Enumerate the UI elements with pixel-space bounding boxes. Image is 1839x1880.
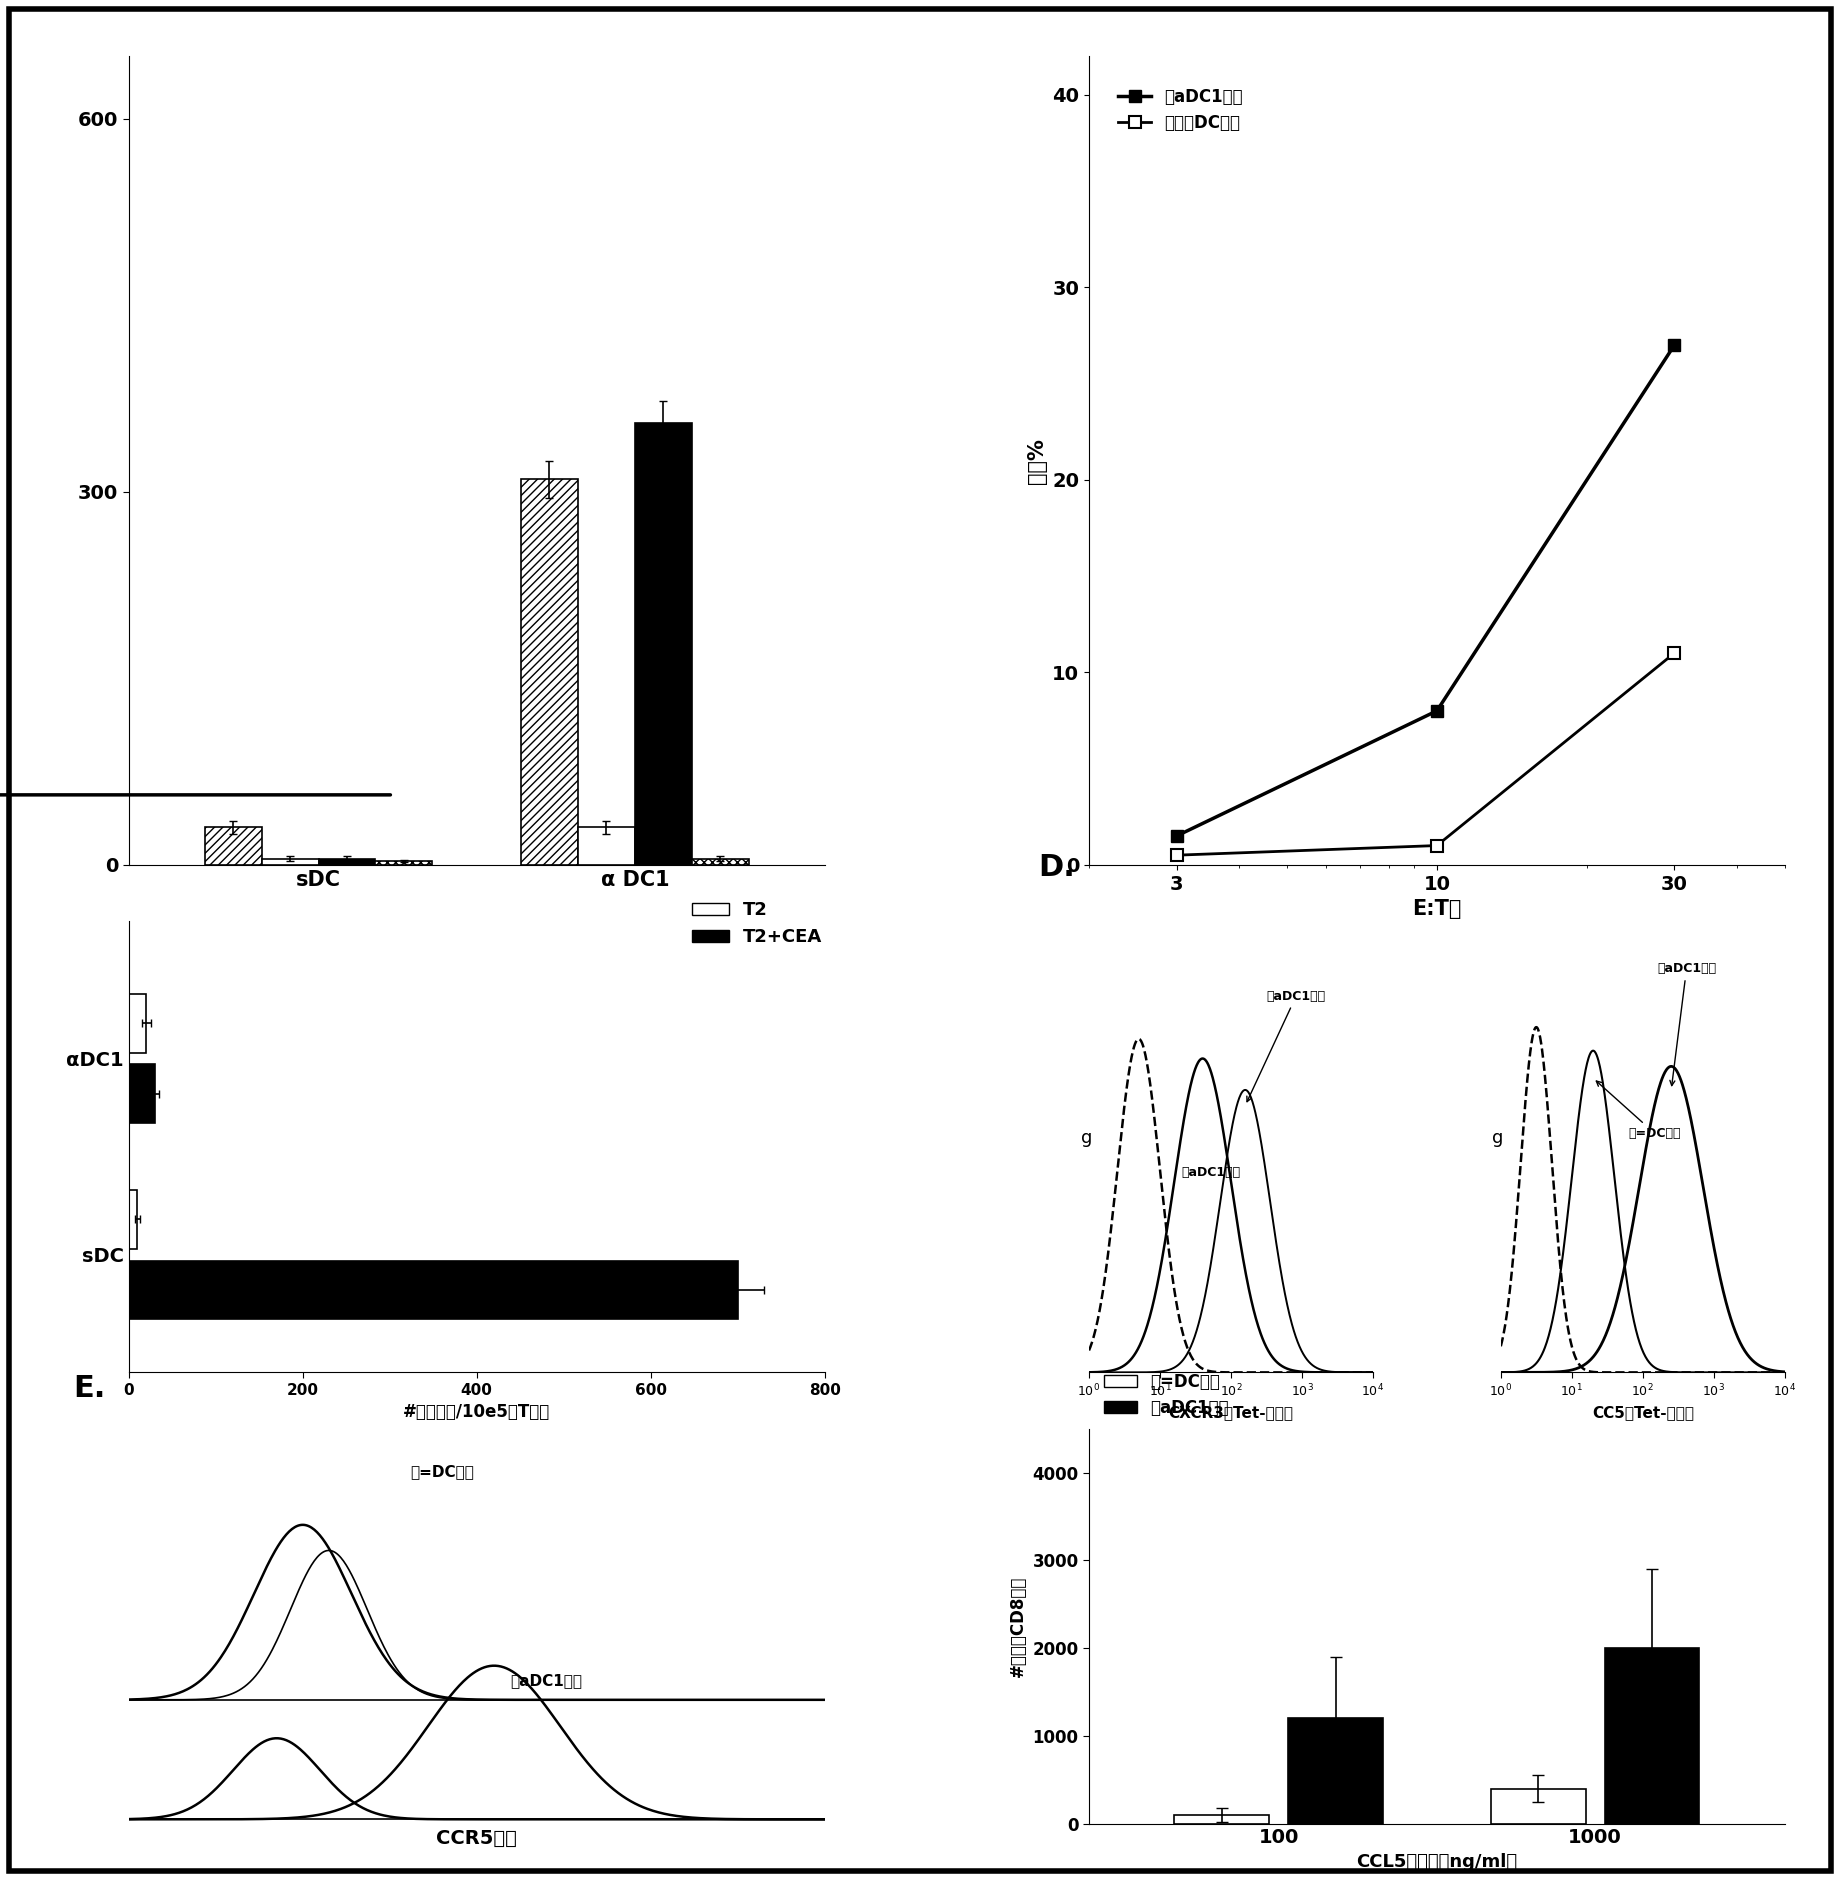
由aDC1致敏: [1164, 825, 1186, 848]
Text: 由aDC1致敏: 由aDC1致敏: [1181, 1166, 1239, 1179]
Bar: [1604, 1649, 1699, 1824]
X-axis label: CCR5表达: CCR5表达: [436, 1829, 517, 1848]
Bar: [129, 995, 145, 1053]
Y-axis label: #迁移的CD8细胞: #迁移的CD8细胞: [1008, 1575, 1026, 1677]
Legend: T2, T2+CEA: T2, T2+CEA: [684, 895, 829, 953]
Bar: [1287, 1718, 1383, 1824]
Bar: [634, 423, 691, 865]
X-axis label: CCL5的浓度（ng/ml）: CCL5的浓度（ng/ml）: [1355, 1854, 1517, 1871]
Bar: [691, 859, 748, 865]
Y-axis label: g: g: [1079, 1128, 1091, 1147]
Y-axis label: 杀伤%: 杀伤%: [1026, 438, 1046, 483]
由标准DC致敏: [1164, 844, 1186, 867]
Text: 由=DC致敏: 由=DC致敏: [1596, 1081, 1681, 1139]
X-axis label: #特定细胞/10e5个T细胞: #特定细胞/10e5个T细胞: [403, 1402, 550, 1421]
Y-axis label: g: g: [1491, 1128, 1502, 1147]
X-axis label: E:T比: E:T比: [1412, 899, 1460, 919]
由标准DC致敏: [1662, 641, 1685, 664]
Legend: 由=DC致敏, 由aDC1致敏: 由=DC致敏, 由aDC1致敏: [1096, 1367, 1236, 1423]
由标准DC致敏: [1425, 835, 1447, 857]
Text: 由=DC致敏: 由=DC致敏: [410, 1465, 474, 1480]
Line: 由标准DC致敏: 由标准DC致敏: [1170, 647, 1679, 861]
Bar: [129, 1190, 138, 1248]
Bar: [129, 1261, 737, 1320]
X-axis label: CC5（Tet-门控）: CC5（Tet-门控）: [1591, 1404, 1694, 1419]
Text: D.: D.: [1037, 854, 1074, 882]
Bar: [520, 479, 577, 865]
由aDC1致敏: [1425, 699, 1447, 722]
Bar: [204, 827, 261, 865]
Bar: [1173, 1814, 1269, 1824]
Bar: [318, 859, 375, 865]
Bar: [1490, 1788, 1585, 1824]
Line: 由aDC1致敏: 由aDC1致敏: [1170, 338, 1679, 842]
Bar: [129, 1064, 154, 1122]
Bar: [375, 861, 432, 865]
Text: 由aDC1致敏: 由aDC1致敏: [1657, 963, 1716, 1085]
由aDC1致敏: [1662, 335, 1685, 357]
Text: E.: E.: [74, 1374, 105, 1402]
Text: 由aDC1致敏: 由aDC1致敏: [1247, 989, 1324, 1102]
X-axis label: CXCR3（Tet-门控）: CXCR3（Tet-门控）: [1168, 1404, 1293, 1419]
Bar: [577, 827, 634, 865]
Bar: [261, 859, 318, 865]
Legend: 由aDC1致敏, 由标准DC致敏: 由aDC1致敏, 由标准DC致敏: [1111, 81, 1249, 139]
Text: 由aDC1致敏: 由aDC1致敏: [509, 1673, 581, 1688]
